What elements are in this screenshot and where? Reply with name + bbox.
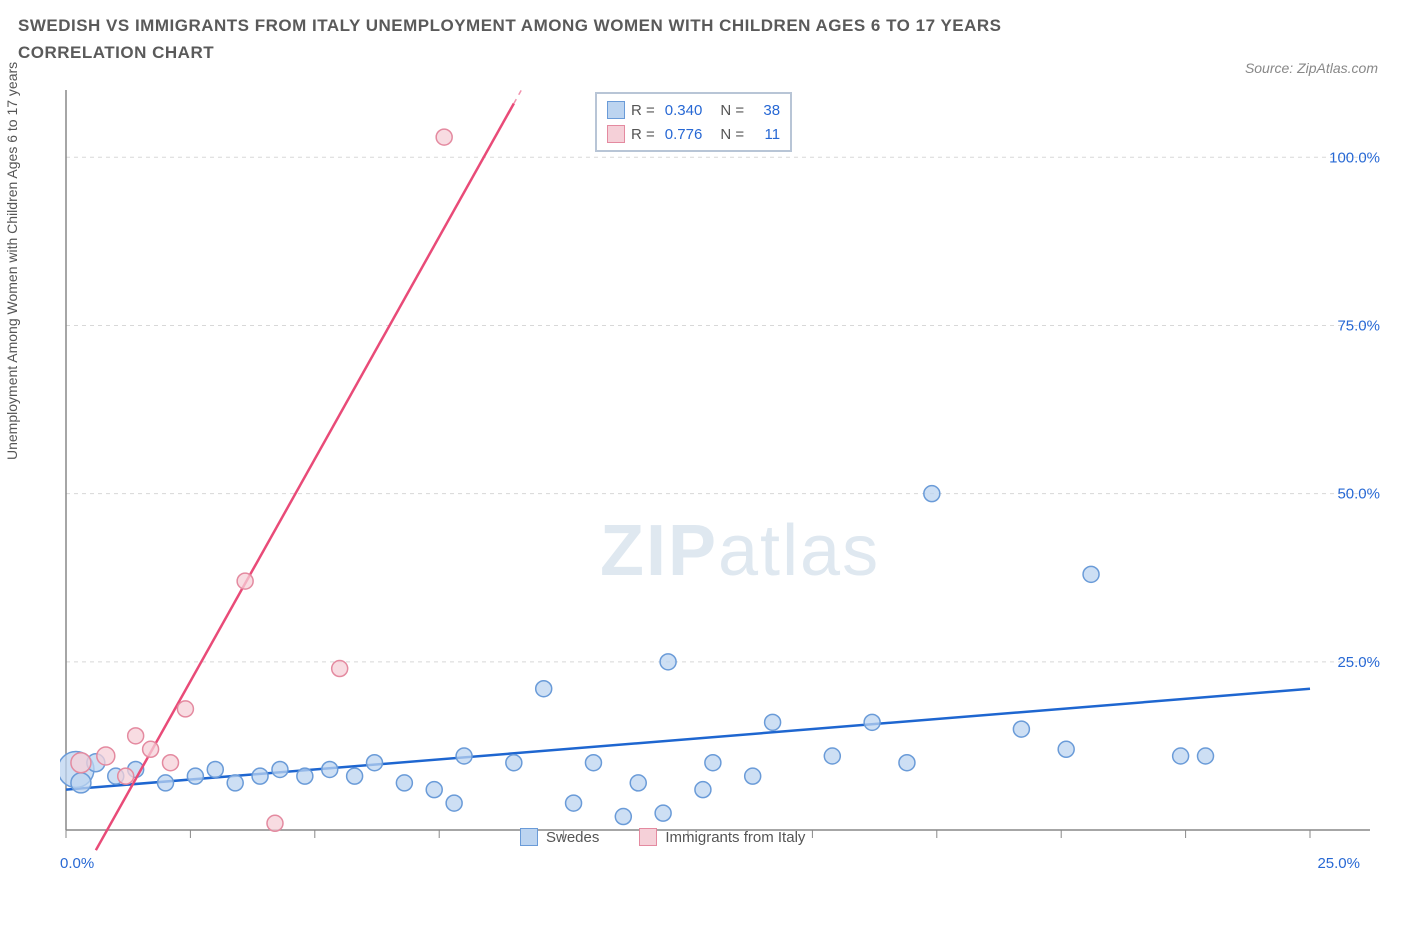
svg-text:50.0%: 50.0%: [1337, 486, 1380, 503]
legend-n-label: N =: [720, 126, 744, 143]
legend-n-value: 38: [754, 102, 780, 119]
series-legend-item: Swedes: [520, 828, 599, 846]
correlation-legend-row: R = 0.340 N = 38: [607, 98, 780, 122]
series-legend-item: Immigrants from Italy: [639, 828, 805, 846]
legend-swatch-icon: [639, 828, 657, 846]
chart-area: ZIPatlas 25.0%50.0%75.0%100.0% R =0.340N…: [60, 90, 1380, 880]
correlation-legend: R = 0.340 N = 38 R = 0.776 N = 11: [595, 92, 792, 152]
legend-n-label: N =: [720, 102, 744, 119]
series-legend-label: Swedes: [546, 829, 599, 846]
legend-r-value: 0.340: [665, 102, 703, 119]
svg-text:100.0%: 100.0%: [1329, 149, 1380, 166]
legend-swatch-icon: [520, 828, 538, 846]
legend-r-label: R =: [631, 126, 655, 143]
source-attribution: Source: ZipAtlas.com: [1245, 60, 1378, 76]
x-axis-min-label: 0.0%: [60, 855, 94, 872]
legend-r-label: R =: [631, 102, 655, 119]
scatter-plot: 25.0% 50.0% 75.0% 100.0%: [60, 90, 1380, 880]
series-legend: Swedes Immigrants from Italy: [520, 828, 805, 846]
legend-swatch-icon: [607, 101, 625, 119]
svg-text:75.0%: 75.0%: [1337, 317, 1380, 334]
legend-r-value: 0.776: [665, 126, 703, 143]
x-axis-max-label: 25.0%: [1317, 855, 1360, 872]
series-legend-label: Immigrants from Italy: [665, 829, 805, 846]
correlation-legend-row: R = 0.776 N = 11: [607, 122, 780, 146]
y-axis-label: Unemployment Among Women with Children A…: [4, 62, 20, 460]
svg-text:25.0%: 25.0%: [1337, 654, 1380, 671]
chart-title: SWEDISH VS IMMIGRANTS FROM ITALY UNEMPLO…: [18, 12, 1118, 66]
legend-n-value: 11: [754, 126, 780, 143]
legend-swatch-icon: [607, 125, 625, 143]
